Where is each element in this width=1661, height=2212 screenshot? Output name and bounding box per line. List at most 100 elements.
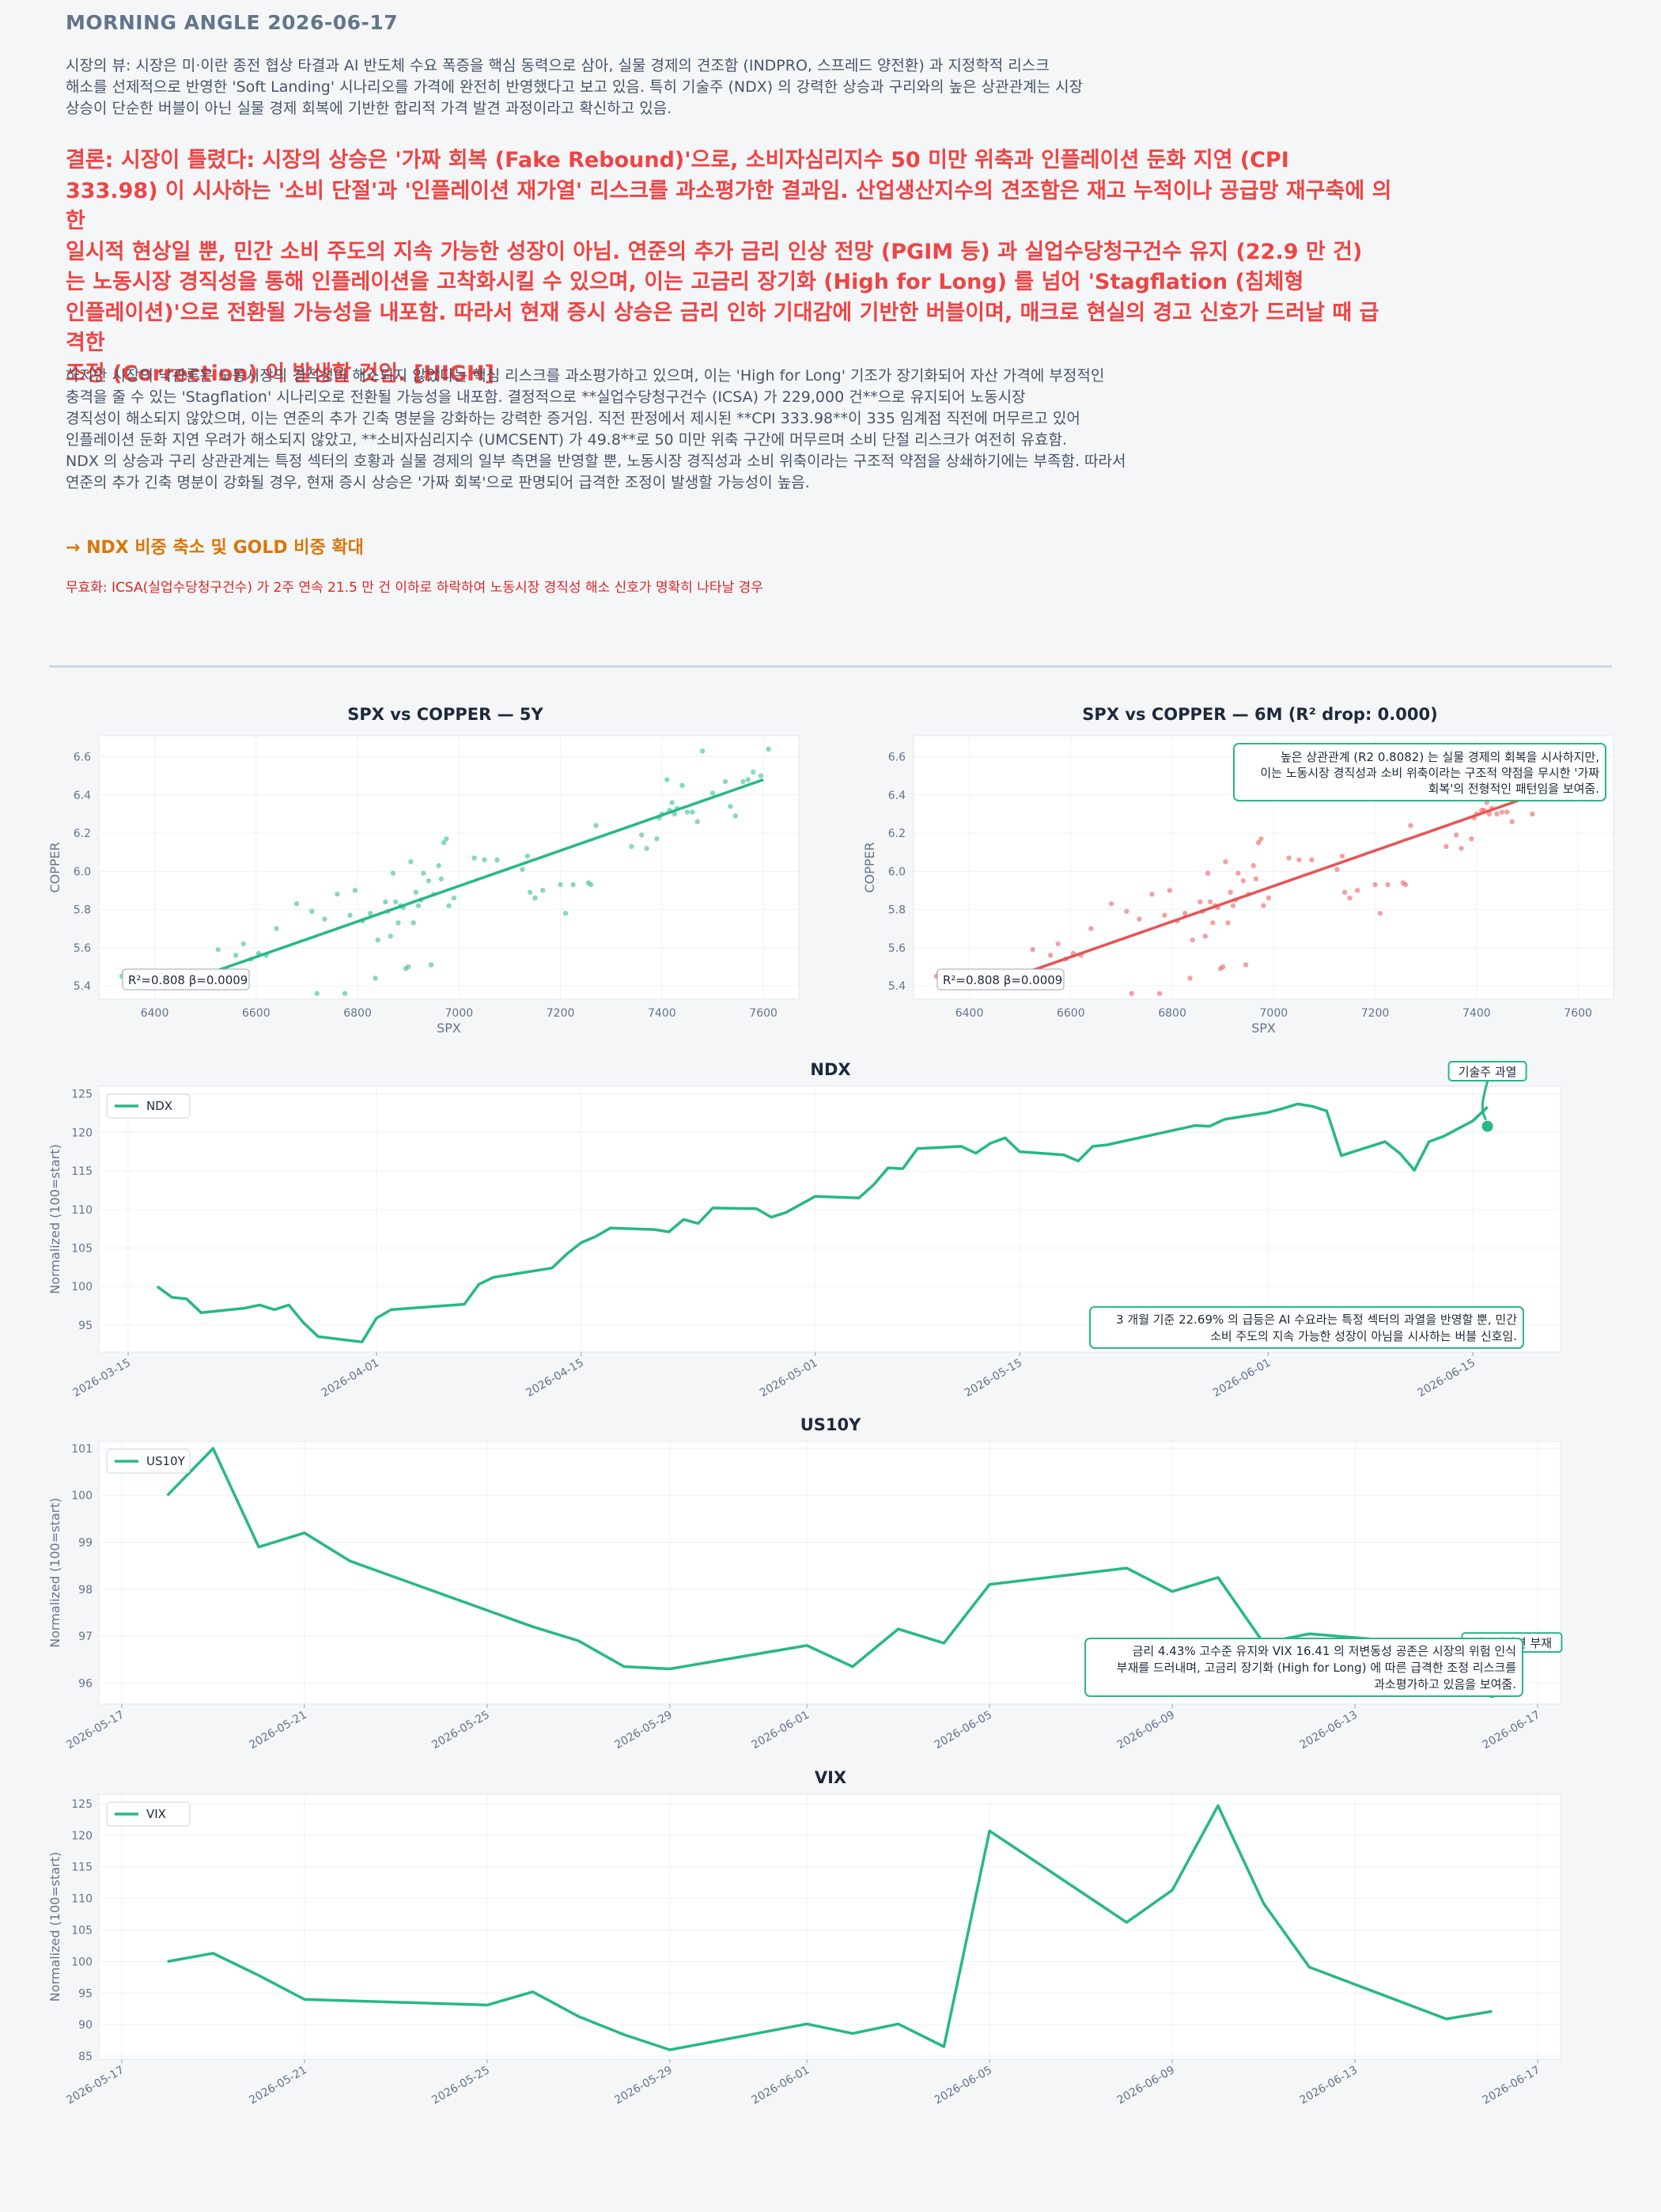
x-tick-label: 6400 [955,1007,984,1020]
data-point [1210,920,1216,926]
plot-area [98,735,800,1000]
marker-dot [1481,1120,1493,1132]
data-point [694,819,700,824]
section-divider [49,665,1612,668]
x-tick-label: 2026-05-01 [758,1357,819,1400]
data-point [638,832,645,838]
data-point [215,947,221,953]
x-tick-label: 2026-05-17 [64,1709,126,1752]
x-tick-label: 2026-06-13 [1298,2064,1360,2108]
data-point [1402,882,1409,888]
annotation-text: 부재를 드러내며, 고금리 장기화 (High for Long) 에 따른 급… [1117,1661,1517,1675]
annotation-text: 과소평가하고 있음을 보여줌. [1374,1677,1516,1691]
data-point [1230,903,1236,908]
data-point [1047,953,1054,958]
data-point [1459,846,1464,851]
data-point [1202,934,1208,939]
data-point [1182,911,1188,916]
data-point [1385,882,1390,888]
data-point [722,778,728,785]
analysis-line: 인플레이션 둔화 지연 우려가 해소되지 않았고, **소비자심리지수 (UMC… [66,431,1068,449]
annotation-box [1089,1306,1524,1349]
data-point [436,862,441,869]
data-point [441,839,447,846]
y-tick-label: 99 [78,1536,93,1549]
y-axis-label: COPPER [47,842,62,892]
data-point [438,876,445,882]
tag-box [1447,1061,1527,1081]
x-tick-label: 2026-05-29 [612,1709,674,1752]
x-tick-label: 6800 [343,1007,372,1020]
x-tick-label: 6800 [1158,1007,1186,1020]
data-point [1225,920,1231,926]
data-point [1266,895,1272,901]
data-point [1030,947,1035,953]
x-tick-label: 2026-06-09 [1115,2064,1177,2108]
market-view-line: 해소를 선제적으로 반영한 'Soft Landing' 시나리오를 가격에 완… [66,78,1084,96]
data-point [1494,811,1500,817]
data-point [1372,882,1378,888]
x-tick-label: 2026-03-15 [70,1357,132,1400]
legend-box [106,1093,191,1119]
data-point [1124,908,1129,915]
data-point [390,870,396,876]
x-tick-label: 2026-05-17 [64,2064,126,2108]
data-point [1486,811,1493,817]
y-tick-label: 95 [78,1320,93,1332]
data-point [524,853,531,859]
data-point [411,920,416,926]
y-tick-label: 125 [71,1798,93,1811]
data-point [588,882,594,888]
data-point [1499,809,1505,815]
y-tick-label: 98 [78,1584,93,1597]
data-point [347,912,353,919]
x-tick-label: 6600 [242,1007,271,1020]
data-point [444,836,449,842]
action-recommendation: → NDX 비중 축소 및 GOLD 비중 확대 [66,538,364,558]
data-point [1253,876,1259,882]
data-point [426,878,432,884]
data-point [1167,888,1173,893]
chart-title: US10Y [800,1415,861,1434]
y-tick-label: 100 [71,1956,93,1968]
legend-box [106,1449,191,1474]
data-point [293,901,300,907]
analysis-line: 연준의 추가 긴축 명분이 강화될 경우, 현재 증시 상승은 '가짜 회복'으… [66,474,810,491]
data-point [451,895,457,901]
y-tick-label: 6.4 [74,790,91,802]
market-view-line: 시장의 뷰: 시장은 미·이란 종전 협상 타결과 AI 반도체 수요 폭증을 … [66,57,1050,74]
data-point [352,888,358,893]
x-tick-label: 7400 [1462,1007,1491,1020]
x-tick-label: 2026-06-09 [1115,1709,1177,1752]
data-point [1339,853,1345,859]
data-point [539,888,546,893]
legend-label: VIX [146,1807,166,1821]
data-point [732,813,739,819]
data-point [335,892,340,897]
legend-box [106,1801,191,1827]
conclusion-line: 결론: 시장이 틀렸다: 시장의 상승은 '가짜 회복 (Fake Reboun… [66,148,1289,172]
conclusion-line: 조정 (Correction) 이 발생할 것임. [HIGH] [66,361,494,386]
data-point [383,899,388,905]
data-point [395,920,401,926]
y-axis-label: Normalized (100=start) [47,1498,62,1648]
data-point [745,777,751,782]
data-point [471,855,477,861]
stats-box [936,968,1065,990]
annotation-text: 회복'의 전형적인 패턴임을 보여줌. [1428,782,1599,796]
data-point [728,804,733,809]
regression-line [1009,778,1579,980]
x-tick-label: 2026-06-05 [933,1709,994,1752]
data-point [1187,975,1193,981]
data-point [392,899,399,905]
analysis-paragraph: 하지만 시장의 낙관론은 노동시장의 경직성이 해소되지 않았다는 핵심 리스크… [66,366,1236,494]
y-tick-label: 5.4 [74,980,91,993]
series-line-vix [167,1804,1493,2051]
conclusion-line: 333.98) 이 시사하는 '소비 단절'과 '인플레이션 재가열' 리스크를… [66,178,1392,234]
line-chart-vix: 2026-05-17 2026-05-21 2026-05-25 2026-05-29… [47,1768,1561,2108]
data-point [1190,937,1195,943]
data-point [629,843,634,850]
chart-title: NDX [810,1060,850,1079]
data-point [388,934,393,939]
data-point [482,857,487,863]
